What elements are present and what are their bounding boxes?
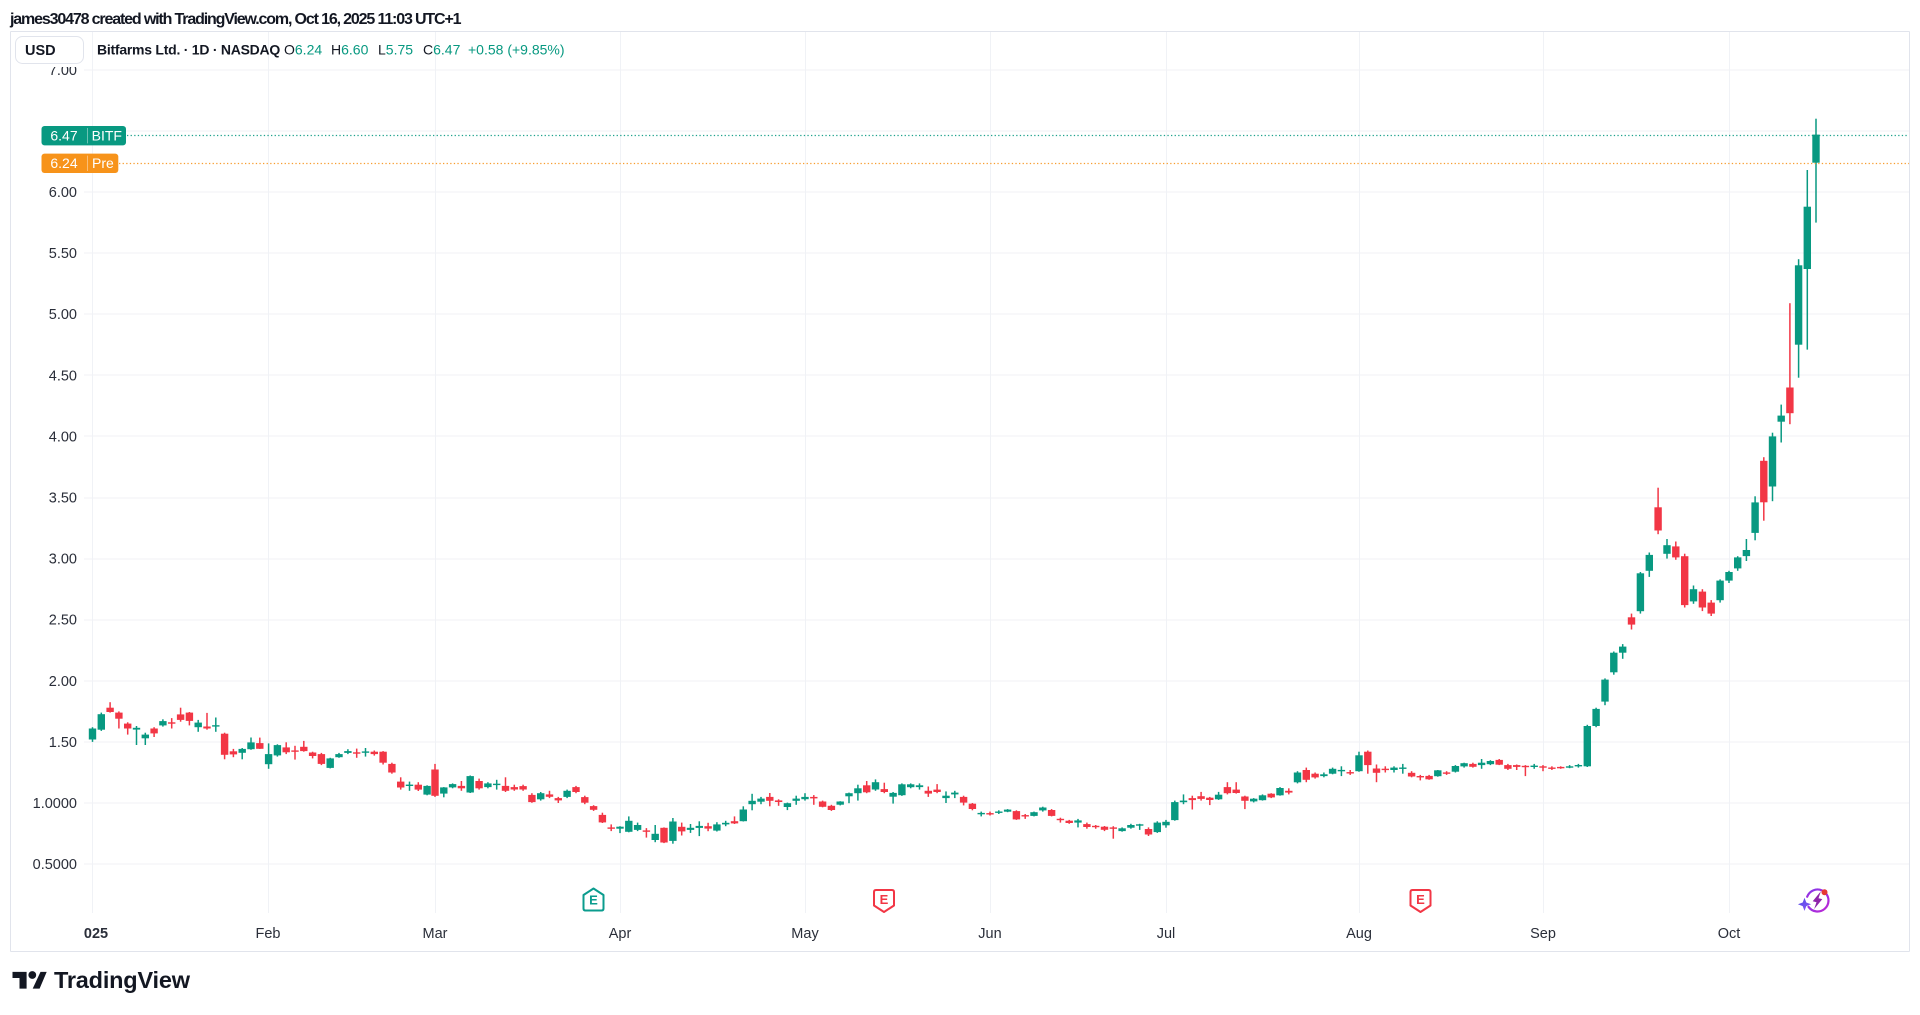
svg-text:2.00: 2.00 xyxy=(49,674,77,690)
svg-text:E: E xyxy=(589,893,598,908)
svg-text:Jun: Jun xyxy=(978,926,1001,942)
svg-text:6.24: 6.24 xyxy=(50,155,77,171)
svg-text:3.50: 3.50 xyxy=(49,491,77,507)
svg-text:5.00: 5.00 xyxy=(49,307,77,323)
svg-text:0.5000: 0.5000 xyxy=(33,857,77,873)
svg-text:2.50: 2.50 xyxy=(49,613,77,629)
svg-text:Sep: Sep xyxy=(1530,926,1556,942)
svg-text:3.00: 3.00 xyxy=(49,552,77,568)
svg-text:Mar: Mar xyxy=(423,926,448,942)
svg-text:E: E xyxy=(880,892,889,907)
svg-text:TradingView: TradingView xyxy=(54,967,191,993)
svg-text:C6.47: C6.47 xyxy=(423,42,461,58)
svg-text:+0.58 (+9.85%): +0.58 (+9.85%) xyxy=(468,42,565,58)
svg-text:L5.75: L5.75 xyxy=(378,42,413,58)
svg-text:6.47: 6.47 xyxy=(50,128,77,144)
svg-text:H6.60: H6.60 xyxy=(331,42,369,58)
svg-text:May: May xyxy=(791,926,819,942)
svg-text:james30478 created with Tradin: james30478 created with TradingView.com,… xyxy=(9,11,462,28)
svg-text:Aug: Aug xyxy=(1346,926,1372,942)
svg-text:Feb: Feb xyxy=(256,926,281,942)
svg-text:1.50: 1.50 xyxy=(49,735,77,751)
svg-text:Apr: Apr xyxy=(609,926,632,942)
svg-text:1.0000: 1.0000 xyxy=(33,796,77,812)
svg-text:2025: 2025 xyxy=(76,926,108,942)
svg-text:O6.24: O6.24 xyxy=(284,42,322,58)
svg-text:Bitfarms Ltd. · 1D · NASDAQ: Bitfarms Ltd. · 1D · NASDAQ xyxy=(97,42,280,58)
svg-text:5.50: 5.50 xyxy=(49,246,77,262)
svg-text:Pre: Pre xyxy=(92,155,114,171)
svg-text:E: E xyxy=(1416,892,1425,907)
svg-text:7.00: 7.00 xyxy=(49,63,77,79)
svg-text:USD: USD xyxy=(25,43,56,59)
svg-text:BITF: BITF xyxy=(92,128,122,144)
svg-text:4.00: 4.00 xyxy=(49,429,77,445)
svg-text:4.50: 4.50 xyxy=(49,368,77,384)
svg-text:Jul: Jul xyxy=(1157,926,1176,942)
svg-text:6.00: 6.00 xyxy=(49,185,77,201)
svg-text:Oct: Oct xyxy=(1718,926,1741,942)
